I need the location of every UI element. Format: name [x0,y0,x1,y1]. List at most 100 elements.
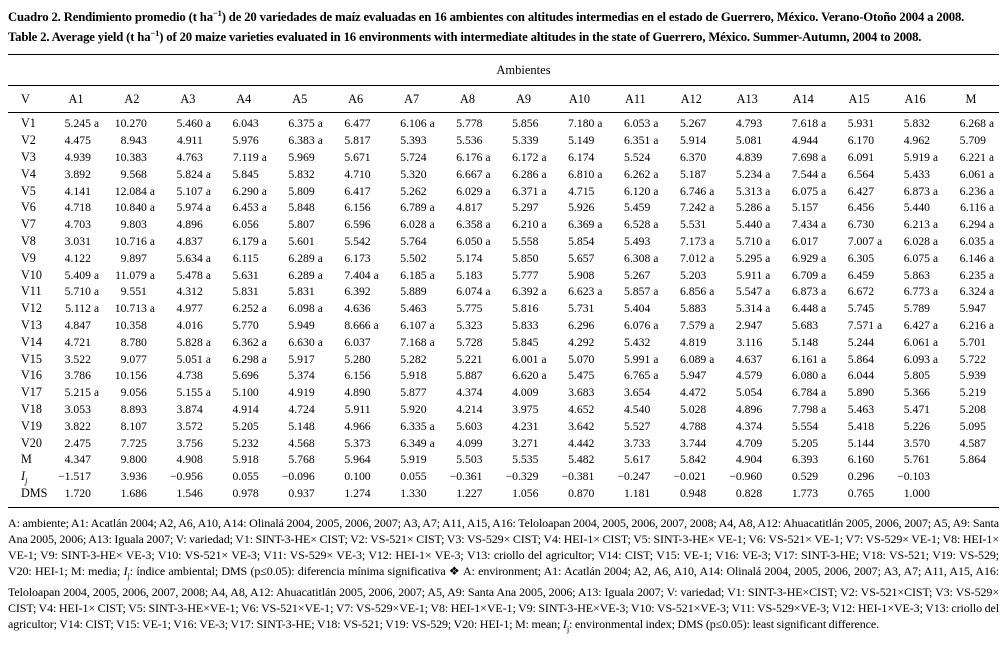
yield-cell: 5.314 a [735,302,771,316]
table-row-V11: V11 5.710 a 9.551 4.312 5.831 5.831 6.392 5.889 6… [8,284,999,301]
row-label: V3 [21,150,36,165]
yield-cell: 5.432 [624,335,651,349]
yield-cell: 6.477 [344,117,371,131]
yield-cell: 6.453 a [232,201,267,215]
yield-cell: 3.822 [64,419,91,433]
yield-cell: 5.816 [512,302,539,316]
yield-cell: 4.939 [64,151,91,165]
row-label: V16 [21,368,42,383]
yield-cell: 5.617 [624,453,651,467]
yield-cell: 6.075 a [903,251,939,265]
yield-cell: 6.176 a [456,151,491,165]
yield-cell: 5.297 [512,201,539,215]
yield-cell: 5.974 a [176,201,211,215]
yield-cell: 5.920 [400,403,427,417]
yield-cell: 5.731 [568,302,595,316]
table-row-V1: V1 5.245 a 10.270 5.460 a 6.043 6.375 a 6.477 6.10… [8,116,999,133]
yield-cell: 5.777 [512,268,539,282]
row-label: V4 [21,166,36,181]
yield-cell: 0.948 [679,487,707,500]
column-header-A6: A6 [348,92,364,107]
yield-cell: 5.789 [903,302,930,316]
yield-cell: 5.478 a [176,268,211,282]
yield-cell: 5.770 [232,319,259,333]
yield-cell: 6.369 a [568,218,603,232]
yield-cell: 6.001 a [512,352,547,366]
yield-cell: 6.873 a [903,184,939,198]
yield-cell: 12.084 a [114,184,155,198]
yield-cell: 4.122 [64,251,91,265]
yield-cell: 5.931 [847,117,875,131]
column-header-A8: A8 [460,92,476,107]
yield-cell: 5.864 [847,352,875,366]
yield-cell: 6.262 a [624,167,659,181]
yield-cell: 5.761 [903,453,930,467]
yield-cell: 4.896 [176,218,203,232]
yield-cell: 5.939 [959,369,986,383]
yield-cell: 5.295 a [735,251,771,265]
yield-cell: 6.216 a [959,319,994,333]
yield-cell: 5.183 [456,268,483,282]
yield-cell: 5.286 a [735,201,771,215]
table-row-V6: V6 4.718 10.840 a 5.974 a 6.453 a 5.848 6.156 6.78… [8,200,999,217]
yield-cell: 4.837 [176,235,203,249]
yield-cell: 5.460 a [176,117,211,131]
table-row-DMS: DMS 1.720 1.686 1.546 0.978 0.937 1.274 1.330 1.… [8,486,999,503]
yield-cell: 6.091 [847,151,875,165]
yield-cell: 0.055 [400,470,427,484]
yield-cell: 4.214 [456,403,483,417]
yield-cell: −0.329 [505,470,539,484]
yield-cell: 5.857 a [624,285,659,299]
yield-cell: 6.630 a [288,335,323,349]
row-label: V20 [21,435,42,450]
yield-cell: 4.738 [176,369,203,383]
yield-cell: 5.100 [232,386,259,400]
yield-cell: 6.236 a [959,184,994,198]
yield-cell: 1.181 [624,487,651,500]
yield-cell: 5.919 a [903,151,939,165]
yield-cell: 5.683 [791,319,819,333]
yield-cell: 6.789 a [400,201,435,215]
yield-cell: 3.572 [176,419,203,433]
row-label: V2 [21,133,36,148]
yield-cell: 5.527 [624,419,651,433]
yield-cell: 10.358 [114,319,147,333]
yield-cell: 8.666 a [344,319,379,333]
yield-cell: 5.832 [288,167,315,181]
yield-cell: 6.107 a [400,319,435,333]
yield-cell: 6.098 a [288,302,323,316]
yield-cell: 5.991 a [624,352,659,366]
table-title-spanish: Cuadro 2. Rendimiento promedio (t ha−1) … [8,5,999,25]
row-label: V13 [21,318,42,333]
yield-cell: 4.793 [735,117,763,131]
yield-cell: 5.471 [903,403,930,417]
yield-cell: 5.107 a [176,184,211,198]
yield-cell: 5.463 [847,403,875,417]
yield-cell: 5.911 [344,403,371,417]
yield-cell: 6.623 a [568,285,603,299]
yield-cell: 3.031 [64,235,91,249]
yield-cell: 3.570 [903,436,930,450]
yield-cell: 5.969 [288,151,315,165]
yield-cell: 8.893 [120,403,147,417]
row-label: V14 [21,334,42,349]
yield-cell: 3.744 [679,436,707,450]
yield-cell: 5.809 [288,184,315,198]
yield-cell: 6.528 a [624,218,659,232]
yield-cell: 5.724 [400,151,427,165]
yield-cell: 4.847 [64,319,91,333]
yield-cell: 5.148 [791,335,819,349]
yield-cell: 1.000 [903,487,930,500]
table-row-V16: V16 3.786 10.156 4.738 5.696 5.374 6.156 5.918 5… [8,368,999,385]
yield-cell: 6.370 [679,151,707,165]
yield-cell: 4.292 [568,335,595,349]
yield-cell: 4.636 [344,302,371,316]
yield-cell: 4.890 [344,386,371,400]
yield-cell: 3.975 [512,403,539,417]
yield-cell: 4.709 [735,436,763,450]
yield-cell: −0.103 [897,470,930,484]
yield-cell: 6.784 a [791,386,827,400]
yield-cell: 6.252 a [232,302,267,316]
row-label: V10 [21,267,42,282]
